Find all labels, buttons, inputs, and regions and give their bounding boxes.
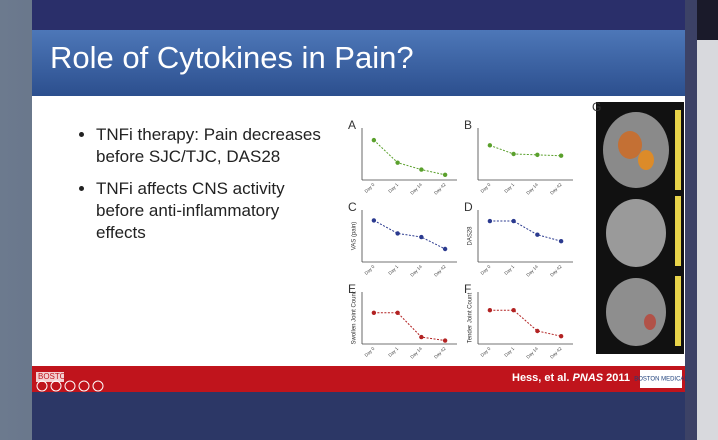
bullet-list: TNFi therapy: Pain decreases before SJC/…	[82, 124, 332, 254]
data-point	[558, 153, 564, 158]
data-point	[442, 338, 448, 343]
data-point	[511, 151, 516, 157]
side-panel	[697, 0, 718, 440]
slide-title: Role of Cytokines in Pain?	[50, 40, 414, 75]
citation: Hess, et al. PNAS 2011	[512, 372, 630, 384]
logo-right: BOSTON MEDICAL	[634, 377, 688, 383]
data-point	[395, 310, 400, 315]
logo-box	[640, 370, 682, 388]
panel-letter: F	[464, 282, 471, 296]
data-point	[511, 218, 516, 224]
bullet: TNFi affects CNS activity before anti-in…	[96, 178, 332, 244]
data-point	[558, 239, 564, 244]
data-line	[373, 312, 446, 342]
data-point	[395, 160, 400, 165]
data-point	[487, 308, 493, 313]
slide-bottom	[32, 392, 685, 440]
data-point	[371, 310, 377, 315]
data-line	[489, 220, 562, 242]
data-point	[487, 143, 493, 148]
panel-letter: D	[464, 200, 473, 214]
data-point	[371, 218, 377, 223]
data-point	[419, 334, 424, 340]
axis-label: DAS28	[468, 226, 474, 246]
slide-top	[32, 0, 685, 30]
data-point	[511, 308, 516, 313]
panel-letter: A	[348, 118, 356, 132]
citation-authors: Hess, et al.	[512, 372, 569, 384]
data-line	[489, 309, 562, 337]
panel-letter: B	[464, 118, 472, 132]
data-point	[442, 246, 448, 252]
logo-left: BOSTON	[38, 372, 72, 381]
data-point	[487, 218, 493, 224]
data-point	[442, 172, 448, 177]
axis-label: VAS (pain)	[352, 222, 358, 251]
slide-body	[32, 96, 685, 366]
data-point	[558, 334, 564, 339]
brain-images	[603, 110, 681, 346]
panel-letter: E	[348, 282, 356, 296]
bullet: TNFi therapy: Pain decreases before SJC/…	[96, 124, 332, 168]
title-bar	[32, 30, 685, 96]
data-point	[535, 232, 540, 237]
logo-box	[36, 372, 64, 382]
data-line	[373, 219, 446, 250]
footer-bar	[32, 366, 685, 392]
data-point	[371, 137, 377, 143]
player-controls[interactable]	[36, 380, 104, 392]
data-point	[395, 231, 400, 236]
panel-letter: G	[592, 100, 601, 114]
data-point	[419, 234, 424, 240]
axis-label: Swollen Joint Count	[352, 291, 358, 344]
citation-year: 2011	[606, 372, 630, 384]
data-point	[419, 167, 424, 172]
data-point	[535, 152, 540, 158]
data-point	[535, 328, 540, 334]
panel-letter: C	[348, 200, 357, 214]
citation-journal: PNAS	[573, 372, 604, 384]
side-tab	[697, 0, 718, 40]
data-line	[489, 144, 562, 157]
axis-label: Tender Joint Count	[468, 292, 474, 343]
